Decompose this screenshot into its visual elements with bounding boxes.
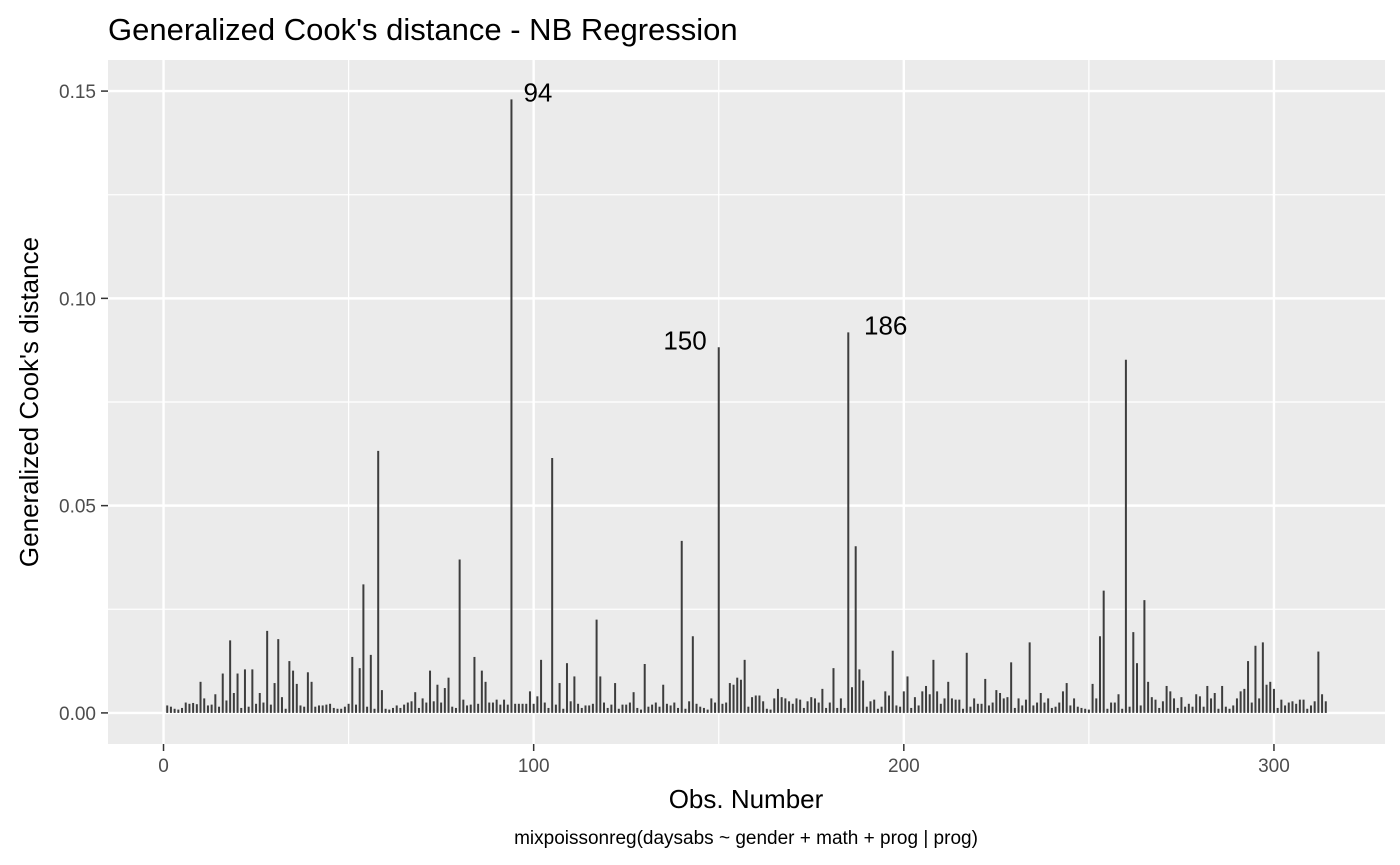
point-label-94: 94 xyxy=(523,77,552,107)
x-tick-label: 200 xyxy=(888,756,920,777)
y-tick-label: 0.15 xyxy=(59,82,96,103)
chart-caption: mixpoissonreg(daysabs ~ gender + math + … xyxy=(514,828,978,849)
y-axis-title: Generalized Cook's distance xyxy=(14,237,44,567)
x-tick-label: 0 xyxy=(158,756,169,777)
y-tick-label: 0.00 xyxy=(59,704,96,725)
bars xyxy=(166,99,1327,713)
y-tick-label: 0.05 xyxy=(59,497,96,518)
x-tick-label: 100 xyxy=(518,756,550,777)
point-label-186: 186 xyxy=(864,310,907,340)
chart-title: Generalized Cook's distance - NB Regress… xyxy=(108,12,738,47)
x-axis-title: Obs. Number xyxy=(669,784,824,814)
axis-ticks: 0 100 200 300 0.00 0.05 0.10 0.15 xyxy=(59,82,1290,777)
point-label-150: 150 xyxy=(663,325,706,355)
gridlines xyxy=(108,60,1385,744)
point-labels: 94 150 186 xyxy=(523,77,907,355)
y-tick-label: 0.10 xyxy=(59,289,96,310)
x-tick-label: 300 xyxy=(1258,756,1290,777)
